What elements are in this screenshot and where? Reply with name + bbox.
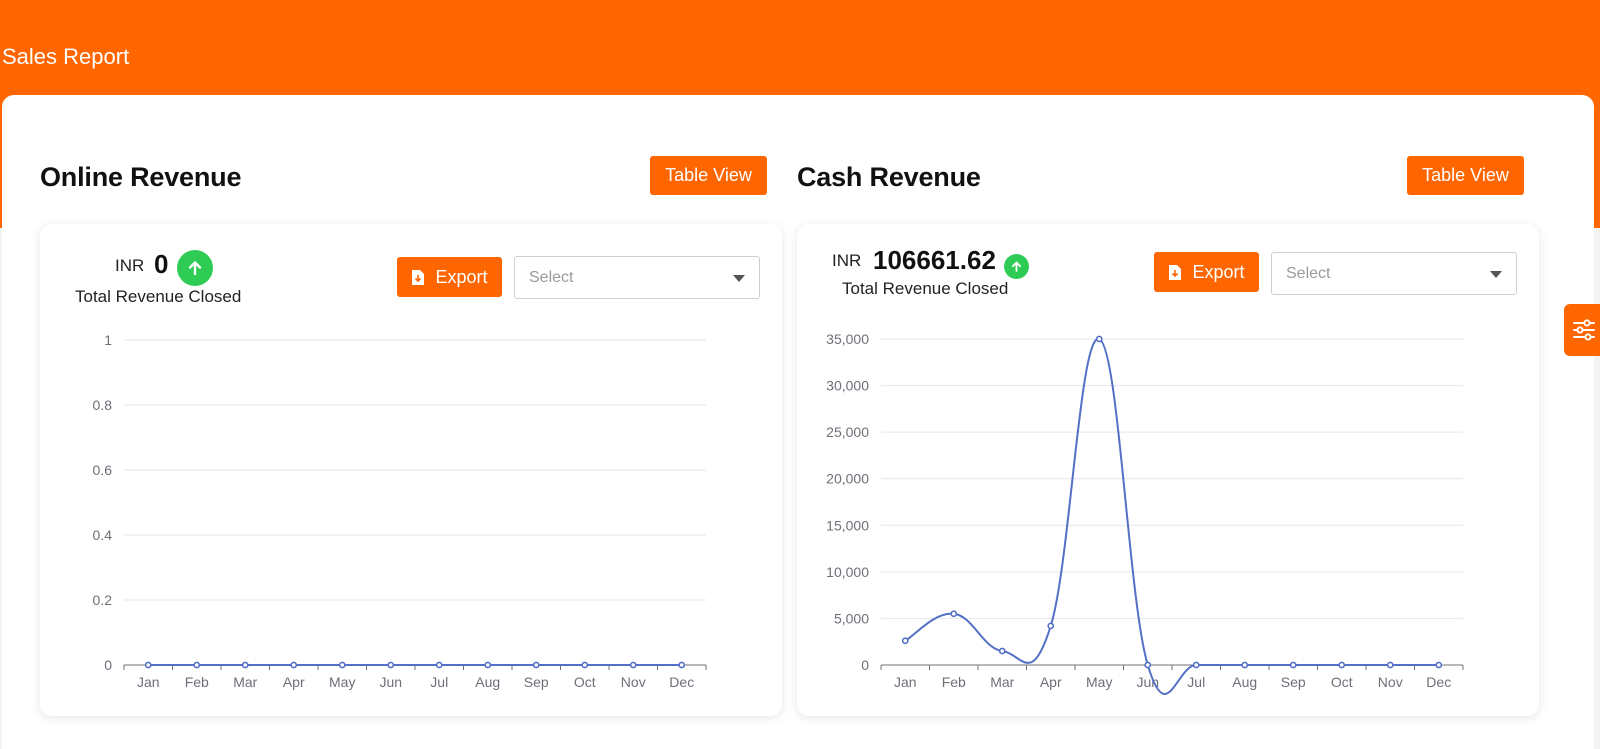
arrow-up-icon	[188, 261, 202, 276]
x-tick-label: Apr	[283, 674, 305, 690]
series-line	[904, 337, 1439, 695]
data-point	[678, 661, 686, 669]
data-point	[1289, 661, 1297, 669]
data-point	[338, 661, 346, 669]
data-point	[1192, 661, 1200, 669]
online-table-view-button[interactable]: Table View	[650, 156, 767, 195]
data-point	[1095, 335, 1103, 343]
data-point	[998, 647, 1006, 655]
cash-period-select[interactable]: Select	[1271, 252, 1517, 295]
x-tick-label: May	[329, 674, 355, 690]
y-tick-label: 1	[104, 332, 112, 348]
trend-up-badge	[177, 250, 213, 286]
file-download-icon	[1169, 264, 1182, 280]
y-tick-label: 0	[861, 657, 869, 673]
data-point	[1338, 661, 1346, 669]
select-placeholder: Select	[1286, 264, 1331, 282]
x-tick-label: Jun	[379, 674, 402, 690]
arrow-up-icon	[1011, 261, 1022, 272]
data-point	[1241, 661, 1249, 669]
data-point	[950, 610, 958, 618]
y-tick-label: 0.6	[93, 462, 113, 478]
x-tick-label: Oct	[574, 674, 596, 690]
data-point	[435, 661, 443, 669]
y-tick-label: 5,000	[834, 610, 869, 626]
cash-export-button[interactable]: Export	[1154, 252, 1259, 292]
page-title: Sales Report	[2, 44, 130, 69]
x-tick-label: Jan	[137, 674, 160, 690]
x-tick-label: Feb	[942, 674, 966, 690]
x-tick-label: Aug	[1232, 674, 1257, 690]
y-tick-label: 35,000	[826, 331, 869, 347]
x-tick-label: Oct	[1331, 674, 1353, 690]
x-tick-label: Nov	[1378, 674, 1403, 690]
cash-revenue-title: Cash Revenue	[797, 162, 981, 192]
data-point	[1047, 622, 1055, 630]
y-tick-label: 20,000	[826, 471, 869, 487]
y-tick-label: 25,000	[826, 424, 869, 440]
cash-revenue-chart: 0 5,000 10,000 15,000 20,000 25,000 30,000 35,0…	[826, 331, 1464, 695]
online-export-button[interactable]: Export	[397, 257, 502, 297]
online-revenue-card: INR 0 Total Revenue Closed Export Select…	[40, 224, 782, 716]
data-point	[484, 661, 492, 669]
select-placeholder: Select	[529, 268, 574, 286]
data-point	[144, 661, 152, 669]
y-tick-label: 0.4	[93, 527, 113, 543]
online-revenue-chart: 0 0.2 0.4 0.6 0.8 1 Jan Feb Mar Apr May Jun Jul Aug Se…	[93, 332, 707, 690]
caret-down-icon	[733, 275, 745, 282]
y-tick-label: 30,000	[826, 378, 869, 394]
cash-total-amount: 106661.62	[873, 245, 996, 275]
data-point	[1386, 661, 1394, 669]
y-tick-label: 15,000	[826, 517, 869, 533]
data-point	[901, 637, 909, 645]
x-tick-label: Dec	[1426, 674, 1451, 690]
online-period-select[interactable]: Select	[514, 256, 760, 299]
settings-drawer-toggle[interactable]	[1564, 304, 1600, 356]
trend-up-badge	[1004, 254, 1029, 279]
online-total-amount: 0	[154, 249, 169, 279]
y-tick-label: 10,000	[826, 564, 869, 580]
online-revenue-title: Online Revenue	[40, 162, 242, 192]
data-point	[1435, 661, 1443, 669]
sliders-icon	[1573, 319, 1595, 341]
x-tick-label: Aug	[475, 674, 500, 690]
x-tick-label: May	[1086, 674, 1112, 690]
data-point	[581, 661, 589, 669]
y-tick-label: 0.8	[93, 397, 113, 413]
cash-revenue-card: INR 106661.62 Total Revenue Closed Expor…	[797, 224, 1539, 716]
x-tick-label: Dec	[669, 674, 694, 690]
x-tick-label: Apr	[1040, 674, 1062, 690]
x-tick-label: Mar	[233, 674, 257, 690]
data-point	[532, 661, 540, 669]
export-label: Export	[1192, 261, 1245, 282]
online-total-caption: Total Revenue Closed	[75, 287, 242, 306]
x-tick-label: Sep	[524, 674, 549, 690]
cash-table-view-button[interactable]: Table View	[1407, 156, 1524, 195]
y-tick-label: 0.2	[93, 592, 113, 608]
x-tick-label: Feb	[185, 674, 209, 690]
x-tick-label: Jul	[1187, 674, 1205, 690]
data-point	[290, 661, 298, 669]
data-point	[387, 661, 395, 669]
x-tick-label: Sep	[1281, 674, 1306, 690]
caret-down-icon	[1490, 271, 1502, 278]
file-download-icon	[412, 269, 425, 285]
cash-total-caption: Total Revenue Closed	[842, 279, 1009, 298]
data-point	[1144, 661, 1152, 669]
x-tick-label: Nov	[621, 674, 646, 690]
x-tick-label: Mar	[990, 674, 1014, 690]
data-point	[629, 661, 637, 669]
data-point	[193, 661, 201, 669]
data-point	[241, 661, 249, 669]
online-currency-label: INR	[115, 256, 145, 275]
x-tick-label: Jun	[1136, 674, 1159, 690]
x-tick-label: Jan	[894, 674, 917, 690]
export-label: Export	[435, 266, 488, 287]
y-tick-label: 0	[104, 657, 112, 673]
x-tick-label: Jul	[430, 674, 448, 690]
cash-currency-label: INR	[832, 251, 862, 270]
